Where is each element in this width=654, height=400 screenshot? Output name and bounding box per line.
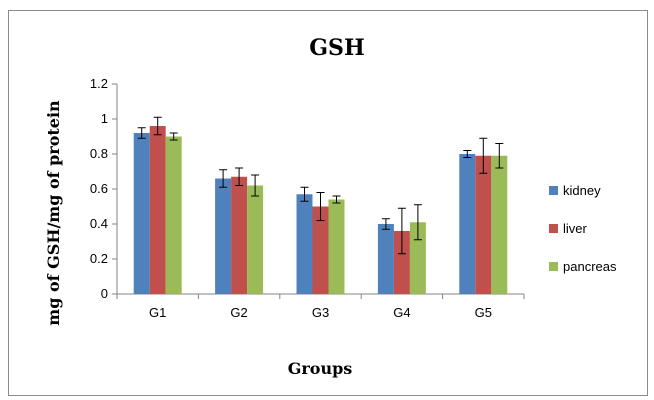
bar-pancreas-g2 [247,185,264,294]
y-tick-label: 0.8 [90,146,108,161]
y-tick-label: 0 [101,286,108,301]
legend-swatch-liver [549,224,558,233]
y-tick-label: 1.2 [90,76,108,91]
y-tick-label: 1 [101,111,108,126]
bar-pancreas-g5 [491,155,508,294]
chart-frame: GSH mg of GSH/mg of protein Groups 0 0.2 0… [8,10,648,396]
bar-liver-g1 [149,126,166,294]
x-tick-label: G3 [312,305,329,320]
legend-swatch-kidney [549,186,558,195]
y-tick-label: 0.4 [90,216,108,231]
legend-label-kidney: kidney [563,183,601,198]
bar-kidney-g3 [296,194,313,294]
bar-kidney-g5 [459,154,476,294]
bar-liver-g4 [393,231,410,294]
y-tick-label: 0.6 [90,181,108,196]
legend-label-liver: liver [563,221,588,236]
chart-title: GSH [309,35,364,61]
bar-pancreas-g1 [165,136,182,294]
bar-liver-g5 [475,155,492,294]
legend-swatch-pancreas [549,262,558,271]
x-tick-label: G2 [230,305,247,320]
x-tick-label: G1 [149,305,166,320]
bar-kidney-g4 [377,224,394,294]
bar-kidney-g2 [215,178,232,294]
x-tick-label: G5 [475,305,492,320]
x-tick-label: G4 [393,305,410,320]
bar-liver-g2 [231,176,248,294]
bar-liver-g3 [312,206,329,294]
x-axis-title: Groups [288,359,353,378]
bar-kidney-g1 [133,133,150,294]
y-axis-title: mg of GSH/mg of protein [44,100,63,326]
legend-label-pancreas: pancreas [563,259,617,274]
bar-pancreas-g3 [328,199,345,294]
y-tick-label: 0.2 [90,251,108,266]
bar-chart: GSH mg of GSH/mg of protein Groups 0 0.2 0… [44,35,617,378]
